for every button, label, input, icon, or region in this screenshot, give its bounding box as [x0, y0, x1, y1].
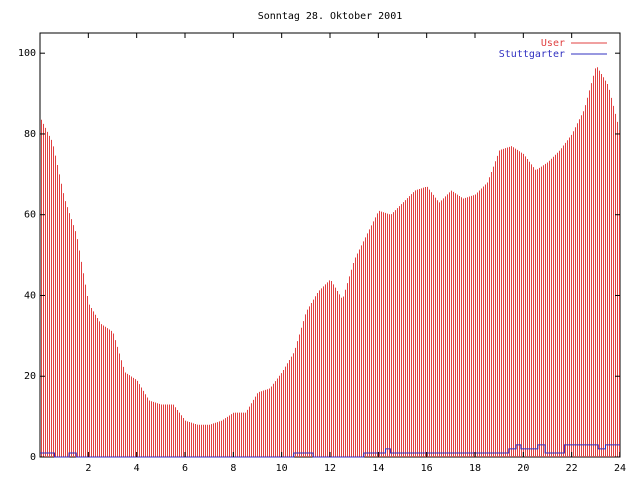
y-tick-label: 0 — [30, 452, 36, 463]
x-tick-label: 14 — [372, 463, 384, 474]
x-tick-label: 12 — [324, 463, 336, 474]
y-tick-label: 40 — [24, 290, 36, 301]
x-tick-label: 8 — [230, 463, 236, 474]
y-tick-label: 80 — [24, 129, 36, 140]
y-tick-label: 60 — [24, 210, 36, 221]
x-tick-label: 22 — [566, 463, 578, 474]
x-tick-label: 24 — [614, 463, 626, 474]
y-tick-label: 20 — [24, 371, 36, 382]
chart-title: Sonntag 28. Oktober 2001 — [258, 11, 403, 22]
stuttgarter-line — [40, 444, 620, 458]
x-tick-label: 2 — [85, 463, 91, 474]
x-tick-label: 10 — [276, 463, 288, 474]
legend: User Stuttgarter — [499, 38, 607, 60]
legend-entry-user-label: User — [541, 38, 565, 49]
x-tick-label: 6 — [182, 463, 188, 474]
x-tick-label: 16 — [421, 463, 433, 474]
user-series-bars — [41, 67, 620, 457]
y-tick-label: 100 — [18, 48, 36, 59]
x-tick-label: 4 — [134, 463, 140, 474]
stuttgarter-series-line — [40, 444, 620, 458]
legend-entry-stuttgarter-label: Stuttgarter — [499, 49, 565, 60]
x-tick-label: 18 — [469, 463, 481, 474]
x-tick-label: 20 — [517, 463, 529, 474]
